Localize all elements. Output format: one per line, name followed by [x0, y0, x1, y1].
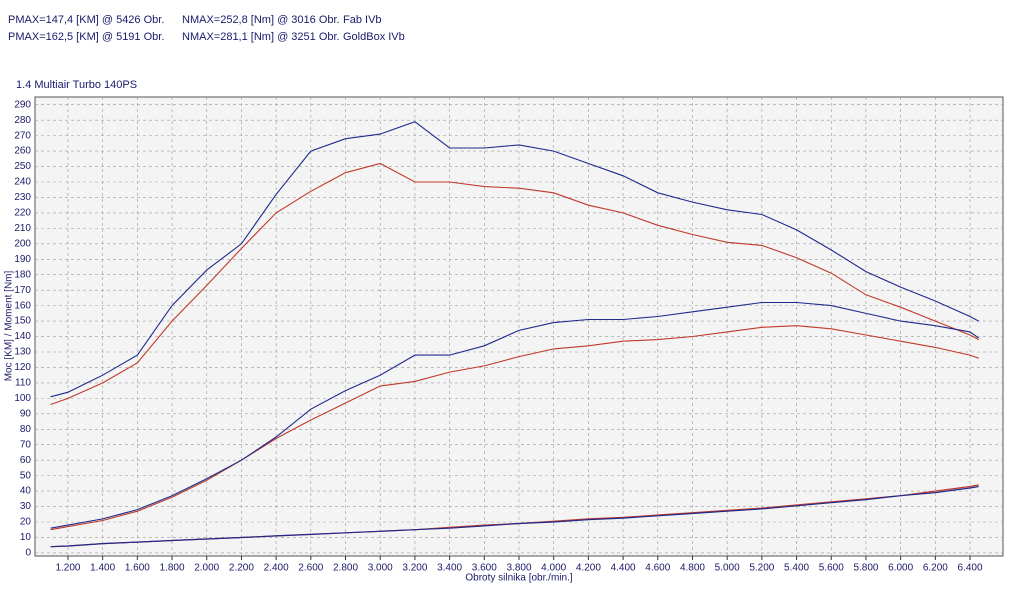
- x-tick-label: 3.400: [437, 563, 462, 574]
- y-tick-label: 130: [14, 347, 31, 358]
- x-tick-label: 5.200: [749, 563, 774, 574]
- x-tick-label: 1.200: [55, 563, 80, 574]
- x-tick-label: 2.200: [229, 563, 254, 574]
- y-tick-label: 250: [14, 161, 31, 172]
- y-tick-label: 280: [14, 115, 31, 126]
- legend-nmax: NMAX=252,8 [Nm] @ 3016 Obr.: [182, 14, 340, 26]
- x-tick-label: 1.400: [90, 563, 115, 574]
- y-tick-label: 40: [20, 486, 32, 497]
- y-tick-label: 190: [14, 254, 31, 265]
- x-tick-label: 5.400: [784, 563, 809, 574]
- y-axis-label: Moc [KM] / Moment [Nm]: [4, 270, 15, 381]
- legend-name: GoldBox IVb: [343, 31, 405, 43]
- y-tick-label: 140: [14, 331, 31, 342]
- y-tick-label: 70: [20, 439, 32, 450]
- x-tick-label: 1.600: [125, 563, 150, 574]
- y-tick-label: 270: [14, 130, 31, 141]
- x-tick-label: 3.600: [472, 563, 497, 574]
- torque-line: [50, 162, 979, 406]
- x-tick-label: 2.800: [333, 563, 358, 574]
- y-tick-label: 50: [20, 470, 32, 481]
- y-tick-label: 230: [14, 192, 31, 203]
- x-tick-label: 6.400: [958, 563, 983, 574]
- x-tick-label: 4.800: [680, 563, 705, 574]
- y-tick-label: 120: [14, 362, 31, 373]
- x-tick-label: 2.400: [264, 563, 289, 574]
- y-tick-label: 220: [14, 208, 31, 219]
- y-tick-label: 20: [20, 517, 32, 528]
- x-tick-label: 2.000: [194, 563, 219, 574]
- y-tick-label: 240: [14, 177, 31, 188]
- x-tick-label: 5.800: [853, 563, 878, 574]
- torque-line: [50, 121, 979, 398]
- x-tick-label: 3.200: [402, 563, 427, 574]
- y-tick-label: 0: [25, 548, 31, 559]
- y-tick-label: 100: [14, 393, 31, 404]
- y-tick-label: 30: [20, 501, 32, 512]
- legend-nmax: NMAX=281,1 [Nm] @ 3251 Obr.: [182, 31, 340, 43]
- y-tick-label: 260: [14, 146, 31, 157]
- chart-title: 1.4 Multiair Turbo 140PS: [16, 79, 137, 91]
- x-tick-label: 3.800: [506, 563, 531, 574]
- x-tick-label: 4.400: [611, 563, 636, 574]
- y-tick-label: 60: [20, 455, 32, 466]
- x-tick-label: 4.600: [645, 563, 670, 574]
- y-tick-label: 90: [20, 408, 32, 419]
- y-tick-label: 80: [20, 424, 32, 435]
- x-tick-label: 5.000: [715, 563, 740, 574]
- x-tick-label: 5.600: [819, 563, 844, 574]
- power-line: [50, 325, 979, 531]
- x-tick-label: 4.000: [541, 563, 566, 574]
- x-axis-label: Obroty silnika [obr./min.]: [465, 573, 572, 584]
- x-tick-label: 6.000: [888, 563, 913, 574]
- x-tick-label: 2.600: [298, 563, 323, 574]
- loss-line: [50, 485, 979, 548]
- y-tick-label: 10: [20, 532, 32, 543]
- y-tick-label: 200: [14, 238, 31, 249]
- y-tick-label: 170: [14, 285, 31, 296]
- power-line: [50, 301, 980, 529]
- x-tick-label: 6.200: [923, 563, 948, 574]
- legend-pmax: PMAX=162,5 [KM] @ 5191 Obr.: [8, 31, 164, 43]
- legend-pmax: PMAX=147,4 [KM] @ 5426 Obr.: [8, 14, 164, 26]
- legend-name: Fab IVb: [343, 14, 382, 26]
- y-tick-label: 110: [15, 378, 31, 389]
- y-tick-label: 180: [14, 269, 31, 280]
- x-tick-label: 4.200: [576, 563, 601, 574]
- y-tick-label: 210: [14, 223, 31, 234]
- x-tick-label: 1.800: [160, 563, 185, 574]
- y-tick-label: 160: [14, 300, 31, 311]
- y-tick-label: 290: [14, 99, 31, 110]
- y-tick-label: 150: [14, 316, 31, 327]
- x-tick-label: 3.000: [368, 563, 393, 574]
